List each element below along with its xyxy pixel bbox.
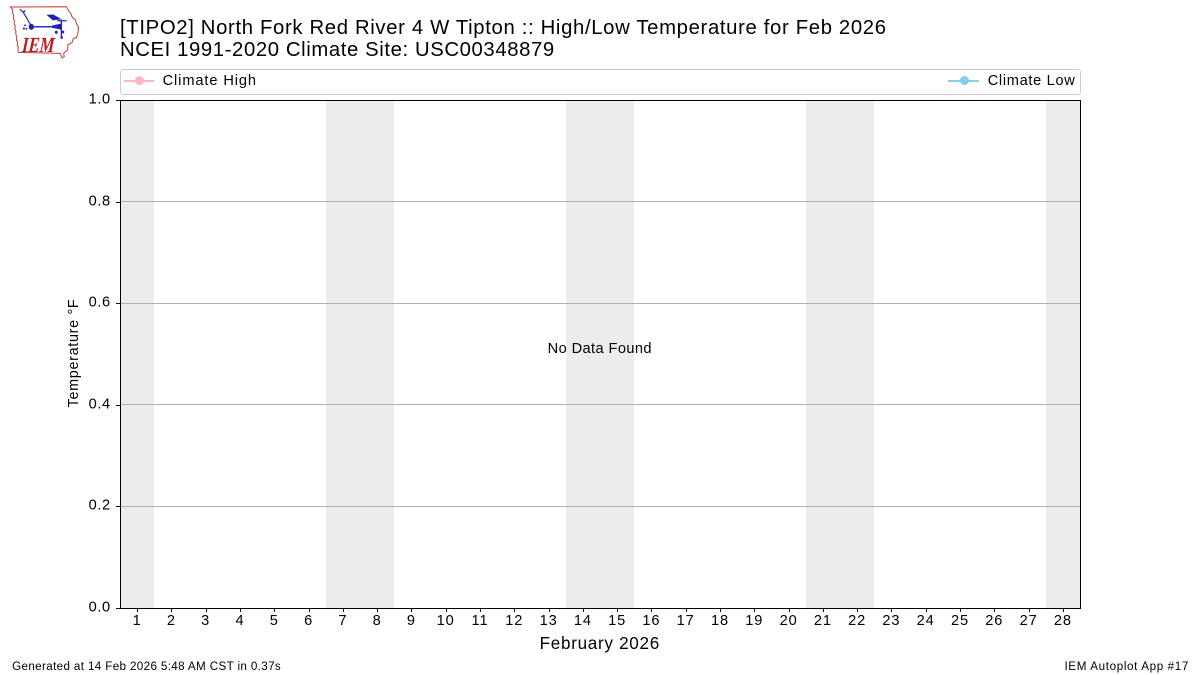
svg-text:IEM: IEM bbox=[20, 34, 56, 57]
